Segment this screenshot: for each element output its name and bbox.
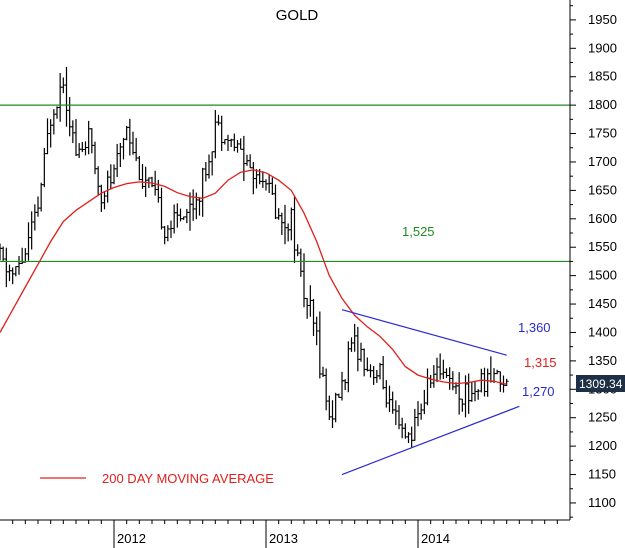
y-tick-label: 1900 — [588, 40, 617, 55]
support-label-1270: 1,270 — [522, 384, 555, 399]
trendline-upper — [341, 309, 507, 356]
y-tick-label: 1850 — [588, 69, 617, 84]
y-tick-label: 1550 — [588, 239, 617, 254]
last-price-value: 1309.34 — [579, 377, 623, 391]
support-level-label-1525: 1,525 — [402, 224, 435, 239]
y-tick-label: 1700 — [588, 154, 617, 169]
y-tick-label: 1350 — [588, 353, 617, 368]
y-tick-label: 1950 — [588, 12, 617, 27]
x-tick-label: 2012 — [117, 531, 146, 546]
y-tick-label: 1450 — [588, 296, 617, 311]
y-tick-label: 1400 — [588, 324, 617, 339]
price-bars — [0, 66, 509, 448]
trendline-lower — [341, 405, 520, 476]
y-tick-label: 1650 — [588, 182, 617, 197]
y-tick-label: 1500 — [588, 268, 617, 283]
moving-average-layer — [0, 169, 507, 385]
x-tick-label: 2014 — [421, 531, 450, 546]
last-price-badge — [576, 375, 625, 392]
y-tick-label: 1750 — [588, 126, 617, 141]
moving-average-line — [0, 169, 507, 385]
y-tick-label: 1100 — [588, 495, 616, 510]
legend-label: 200 DAY MOVING AVERAGE — [102, 471, 274, 486]
moving-average-label-1315: 1,315 — [524, 355, 557, 370]
y-tick-label: 1800 — [588, 97, 617, 112]
y-tick-label: 1150 — [588, 467, 616, 482]
reference-lines-layer — [0, 104, 570, 476]
y-tick-label: 1600 — [588, 211, 617, 226]
x-tick-label: 2013 — [269, 531, 298, 546]
resistance-label-1360: 1,360 — [518, 320, 551, 335]
chart-title: GOLD — [276, 7, 319, 24]
y-tick-label: 1200 — [588, 438, 617, 453]
y-tick-label: 1250 — [588, 410, 617, 425]
